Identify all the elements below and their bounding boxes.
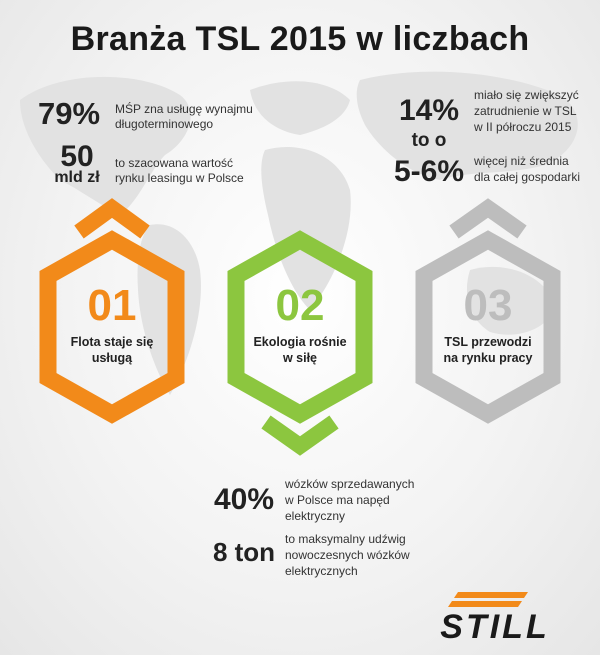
logo-text: STILL (440, 608, 549, 642)
hexagon-01-number: 01 (87, 281, 137, 330)
stat-8ton-text-line1: to maksymalny udźwig (285, 532, 406, 546)
chevron-up-gray-icon (449, 198, 527, 239)
stat-5-6-text-line1: więcej niż średnia (474, 154, 569, 168)
stat-40-value: 40% (213, 483, 275, 516)
stat-5-6-value: 5-6% (393, 155, 465, 188)
hexagon-02-number: 02 (275, 281, 325, 330)
stat-5-6-text-line2: dla całej gospodarki (474, 170, 581, 184)
hexagon-01-label-line2: usługą (91, 351, 133, 365)
stat-14-text-line2: zatrudnienie w TSL (474, 104, 577, 118)
stat-79-text-line2: długoterminowego (115, 117, 214, 131)
hexagon-02-label-line2: w siłę (282, 351, 318, 365)
stat-50-text-line1: to szacowana wartość (115, 156, 234, 170)
chevron-down-icon (261, 415, 339, 456)
stat-14-text-line3: w II półroczu 2015 (474, 120, 572, 134)
hexagon-03-number: 03 (463, 281, 513, 330)
stat-40-text-line1: wózków sprzedawanych (285, 477, 415, 491)
still-logo-bars-icon (448, 592, 528, 607)
hexagon-03 (415, 230, 561, 424)
stat-8ton-text-line2: nowoczesnych wózków (285, 548, 410, 562)
page-title: Branża TSL 2015 w liczbach (70, 20, 530, 58)
hexagon-01 (39, 230, 185, 424)
hexagon-02 (227, 230, 373, 424)
stat-50-text-line2: rynku leasingu w Polsce (115, 171, 244, 185)
stat-8ton-text-line3: elektrycznych (285, 564, 358, 578)
stat-8ton-value: 8 ton (212, 537, 276, 567)
stat-79-text-line1: MŚP zna usługę wynajmu (115, 102, 253, 116)
chevron-up-icon (74, 198, 150, 239)
hexagon-02-label-line1: Ekologia rośnie (253, 335, 347, 349)
stat-14-value: 14% (398, 94, 460, 127)
stat-50-unit: mld zł (54, 169, 100, 186)
stat-connector: to o (411, 130, 447, 151)
stat-79-value: 79% (38, 96, 101, 131)
hexagon-01-label-line1: Flota staje się (70, 335, 154, 349)
stat-40-text-line2: w Polsce ma napęd (285, 493, 390, 507)
world-map-background (20, 71, 578, 395)
still-logo: STILL (440, 592, 549, 642)
stat-14-text-line1: miało się zwiększyć (474, 88, 579, 102)
hexagon-03-label-line2: na rynku pracy (443, 351, 533, 365)
hexagon-03-label-line1: TSL przewodzi (444, 335, 532, 349)
stat-40-text-line3: elektryczny (285, 509, 346, 523)
stat-50-value: 50 (60, 140, 94, 173)
